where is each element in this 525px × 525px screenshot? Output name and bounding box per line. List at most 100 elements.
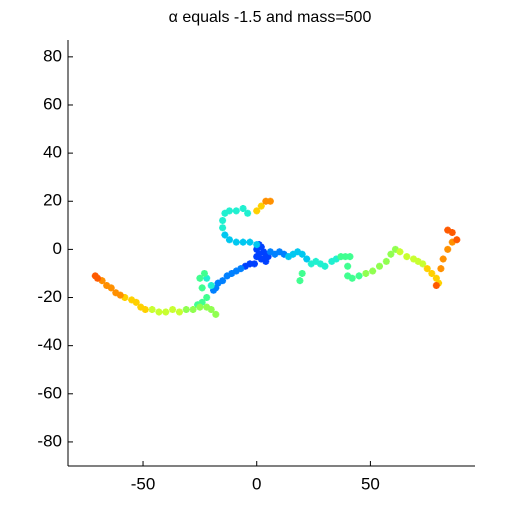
point: [203, 303, 211, 311]
point: [266, 248, 274, 256]
point: [382, 257, 390, 265]
y-tick-label: 80: [43, 46, 62, 65]
point: [182, 306, 190, 314]
point: [232, 238, 240, 246]
point: [337, 253, 345, 261]
point: [362, 269, 370, 277]
point: [207, 306, 215, 314]
point: [296, 277, 304, 285]
point: [344, 262, 352, 270]
y-tick-label: 0: [53, 239, 62, 258]
point: [328, 257, 336, 265]
point: [203, 274, 211, 282]
point: [198, 284, 206, 292]
point: [344, 272, 352, 280]
point: [175, 308, 183, 316]
point: [169, 306, 177, 314]
point: [91, 272, 99, 280]
point: [432, 281, 440, 289]
point: [346, 253, 354, 261]
point: [241, 262, 249, 270]
point: [321, 262, 329, 270]
point: [448, 229, 456, 237]
point: [439, 255, 447, 263]
point: [141, 306, 149, 314]
x-tick-label: 50: [361, 474, 380, 493]
point: [255, 250, 263, 258]
point: [428, 269, 436, 277]
point: [403, 253, 411, 261]
point: [232, 207, 240, 215]
point: [271, 250, 279, 258]
point: [228, 269, 236, 277]
point: [232, 267, 240, 275]
point: [341, 253, 349, 261]
point: [219, 277, 227, 285]
point: [396, 248, 404, 256]
point: [198, 298, 206, 306]
point: [239, 238, 247, 246]
point: [423, 265, 431, 273]
point: [237, 265, 245, 273]
point: [437, 265, 445, 273]
point: [132, 298, 140, 306]
point: [303, 255, 311, 263]
point: [285, 253, 293, 261]
point: [391, 245, 399, 253]
point: [369, 267, 377, 275]
point: [225, 236, 233, 244]
point: [155, 308, 163, 316]
point: [275, 248, 283, 256]
point: [116, 291, 124, 299]
point: [289, 250, 297, 258]
y-tick-label: -40: [37, 335, 62, 354]
point: [225, 207, 233, 215]
point: [219, 217, 227, 225]
point: [223, 272, 231, 280]
y-tick-label: -20: [37, 287, 62, 306]
chart-title: α equals -1.5 and mass=500: [169, 9, 372, 26]
point: [444, 245, 452, 253]
point: [250, 260, 258, 268]
point: [280, 250, 288, 258]
point: [414, 257, 422, 265]
point: [207, 281, 215, 289]
point: [196, 303, 204, 311]
point: [410, 255, 418, 263]
point: [162, 308, 170, 316]
y-tick-label: 40: [43, 143, 62, 162]
point: [148, 306, 156, 314]
point: [298, 269, 306, 277]
point: [196, 274, 204, 282]
point: [98, 277, 106, 285]
point: [260, 255, 268, 263]
y-tick-label: -60: [37, 383, 62, 402]
point: [257, 243, 265, 251]
point: [294, 248, 302, 256]
point: [246, 260, 254, 268]
point: [387, 250, 395, 258]
point: [419, 260, 427, 268]
point: [264, 253, 272, 261]
point: [307, 260, 315, 268]
point: [244, 209, 252, 217]
point: [121, 294, 129, 302]
point: [221, 231, 229, 239]
point: [444, 226, 452, 234]
point: [453, 236, 461, 244]
point: [332, 255, 340, 263]
y-tick-label: 20: [43, 191, 62, 210]
point: [316, 260, 324, 268]
point: [253, 207, 261, 215]
x-tick-label: -50: [131, 474, 156, 493]
point: [253, 241, 261, 249]
point: [348, 274, 356, 282]
point: [214, 279, 222, 287]
y-tick-label: 60: [43, 94, 62, 113]
point: [221, 209, 229, 217]
point: [262, 197, 270, 205]
point: [212, 310, 220, 318]
point: [253, 245, 261, 253]
